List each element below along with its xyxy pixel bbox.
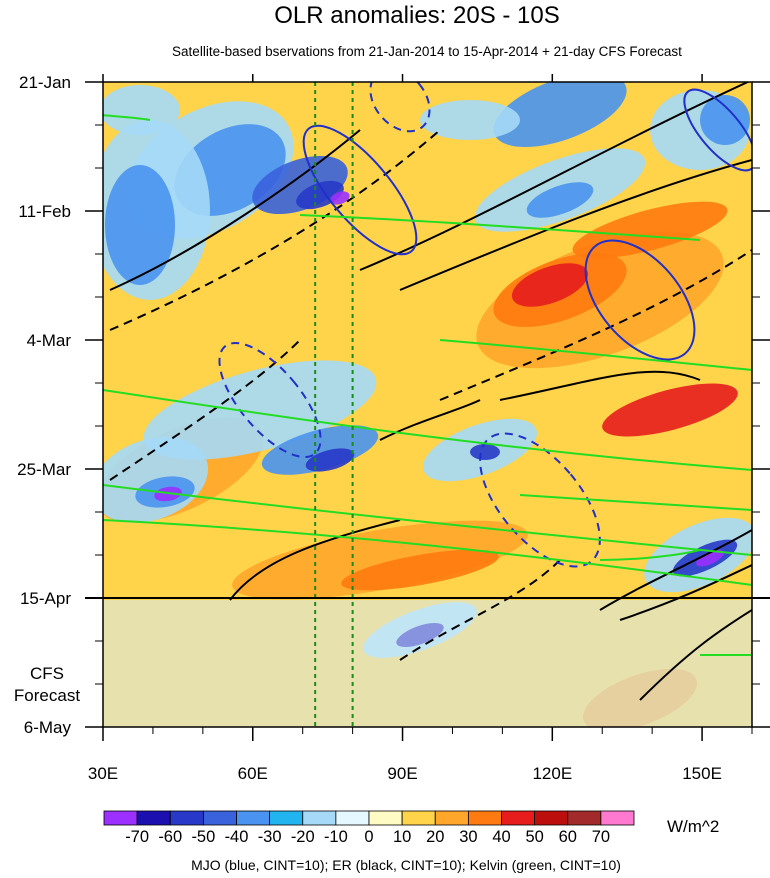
- colorbar-label: 20: [426, 828, 444, 846]
- colorbar: -70 -60 -50 -40 -30 -20 -10 0 10 20 30 40 50 60 70: [103, 810, 635, 846]
- anomaly-patch: [470, 444, 500, 460]
- er-contour: [439, 249, 752, 401]
- er-contour: [639, 609, 752, 701]
- anomaly-patch: [103, 85, 180, 135]
- colorbar-units: W/m^2: [667, 817, 719, 836]
- colorbar-swatch: [401, 810, 436, 826]
- y-tick-label: 6-May: [24, 718, 72, 737]
- anomaly-patch: [330, 191, 350, 205]
- er-contour: [359, 82, 751, 271]
- colorbar-label: -20: [291, 828, 315, 846]
- mjo-contour: [369, 82, 431, 133]
- colorbar-swatch: [600, 810, 635, 826]
- x-tick-label: 60E: [238, 764, 268, 783]
- colorbar-swatch: [534, 810, 569, 826]
- er-contour: [109, 339, 301, 481]
- er-contour: [229, 519, 401, 601]
- er-contour: [109, 129, 441, 331]
- y-tick-label: 21-Jan: [19, 73, 71, 92]
- er-contour: [499, 370, 701, 401]
- colorbar-label: 10: [393, 828, 411, 846]
- anomaly-patch: [143, 360, 377, 460]
- mjo-contour: [584, 239, 696, 361]
- anomaly-patch: [305, 448, 355, 472]
- kelvin-contour: [103, 484, 752, 556]
- kelvin-contour: [103, 389, 752, 471]
- forecast-label: CFS Forecast: [14, 664, 80, 705]
- colorbar-label: 0: [364, 828, 373, 846]
- mjo-contour: [302, 124, 418, 256]
- y-tick-label: 15-Apr: [20, 589, 71, 608]
- colorbar-swatch: [269, 810, 304, 826]
- er-contour: [109, 129, 361, 291]
- x-tick-label: 30E: [88, 764, 118, 783]
- anomaly-patch: [511, 263, 589, 307]
- colorbar-swatch: [103, 810, 138, 826]
- kelvin-contour: [103, 114, 151, 121]
- y-tick-label: 25-Mar: [17, 460, 71, 479]
- colorbar-label: -70: [125, 828, 149, 846]
- kelvin-contour: [439, 339, 752, 371]
- colorbar-swatch: [467, 810, 502, 826]
- colorbar-swatch: [335, 810, 370, 826]
- colorbar-swatch: [169, 810, 204, 826]
- colorbar-label: -10: [324, 828, 348, 846]
- anomaly-patch: [696, 549, 724, 567]
- anomaly-patch: [572, 201, 728, 259]
- colorbar-label: 60: [559, 828, 577, 846]
- x-tick-label: 120E: [532, 764, 572, 783]
- colorbar-label: 50: [525, 828, 543, 846]
- kelvin-contour: [599, 549, 701, 561]
- colorbar-swatch: [136, 810, 171, 826]
- mjo-contour: [479, 432, 601, 568]
- mjo-contour: [218, 342, 322, 458]
- er-contour: [399, 159, 752, 291]
- anomaly-patch: [105, 165, 175, 285]
- colorbar-swatch: [202, 810, 237, 826]
- anomaly-patch: [700, 95, 750, 145]
- colorbar-label: -40: [225, 828, 249, 846]
- anomaly-patch: [341, 549, 499, 591]
- anomaly-patch: [602, 383, 738, 437]
- er-contour: [599, 529, 752, 611]
- footer-legend: MJO (blue, CINT=10); ER (black, CINT=10)…: [191, 857, 621, 873]
- kelvin-contour: [103, 519, 752, 586]
- colorbar-label: 40: [492, 828, 510, 846]
- colorbar-label: 70: [592, 828, 610, 846]
- anomaly-patch: [526, 182, 594, 218]
- x-tick-label: 90E: [387, 764, 417, 783]
- colorbar-label: -60: [158, 828, 182, 846]
- colorbar-label: 30: [459, 828, 477, 846]
- chart-title: OLR anomalies: 20S - 10S: [274, 2, 559, 29]
- er-contour: [379, 399, 481, 441]
- anomaly-patch: [420, 100, 520, 140]
- colorbar-label: -30: [258, 828, 282, 846]
- colorbar-swatch: [567, 810, 602, 826]
- y-tick-label: 11-Feb: [18, 202, 71, 221]
- colorbar-swatch: [236, 810, 271, 826]
- colorbar-swatch: [368, 810, 403, 826]
- er-contour: [619, 564, 752, 621]
- mjo-contour: [683, 88, 752, 172]
- plot-area: [103, 82, 752, 727]
- colorbar-swatch: [302, 810, 337, 826]
- kelvin-contour: [299, 214, 701, 241]
- anomaly-patch: [232, 520, 528, 600]
- kelvin-contour: [519, 494, 752, 511]
- colorbar-label: -50: [191, 828, 215, 846]
- forecast-region-shade: [103, 600, 752, 727]
- er-contour: [399, 559, 561, 661]
- x-tick-label: 150E: [682, 764, 722, 783]
- anomaly-patch: [261, 425, 379, 475]
- colorbar-swatch: [501, 810, 536, 826]
- colorbar-swatch: [434, 810, 469, 826]
- chart-subtitle: Satellite-based bservations from 21-Jan-…: [172, 44, 682, 59]
- plot-frame: [102, 81, 753, 728]
- y-tick-label: 4-Mar: [27, 331, 72, 350]
- anomaly-patch: [493, 82, 627, 147]
